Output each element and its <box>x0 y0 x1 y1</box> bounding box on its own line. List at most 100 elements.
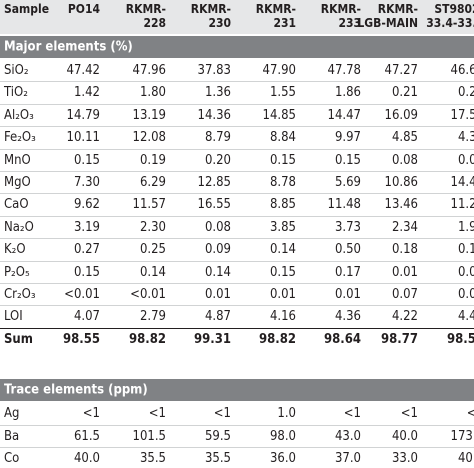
cell-value: 7.30 <box>73 175 100 190</box>
column-header: RKMR- <box>255 2 296 16</box>
cell-value: 14.36 <box>197 107 231 123</box>
cell-value: 4.16 <box>269 309 296 325</box>
row-label: Ag <box>4 406 20 422</box>
cell-value: <0.01 <box>130 287 166 302</box>
cell-value: 3.73 <box>334 219 361 235</box>
cell-value: 47.42 <box>66 63 100 78</box>
cell-value: 0.08 <box>457 152 474 168</box>
row-rule <box>0 148 474 150</box>
cell-value: 1.97 <box>457 219 474 235</box>
section-title: Trace elements (ppm) <box>4 382 148 398</box>
cell-value: 98.82 <box>259 331 296 347</box>
cell-value: 0.01 <box>334 287 361 302</box>
row-label: MnO <box>4 152 31 168</box>
row-label: Ba <box>4 428 20 444</box>
cell-value: 0.01 <box>391 264 418 280</box>
header-bg <box>0 0 474 34</box>
cell-value: 4.07 <box>73 309 100 325</box>
row-label: Al₂O₃ <box>4 107 34 123</box>
row-rule <box>0 238 474 240</box>
cell-value: 43.0 <box>334 428 361 444</box>
cell-value: 16.09 <box>384 107 418 123</box>
cell-value: 98.77 <box>381 331 418 347</box>
cell-value: 0.01 <box>269 287 296 302</box>
cell-value: 4.22 <box>391 309 418 325</box>
cell-value: 9.97 <box>334 130 361 146</box>
cell-value: 47.27 <box>384 63 418 78</box>
cell-value: 47.78 <box>327 63 361 78</box>
cell-value: 99.31 <box>194 331 231 347</box>
row-label: Na₂O <box>4 219 34 235</box>
cell-value: <1 <box>343 406 361 422</box>
cell-value: 14.85 <box>262 107 296 123</box>
row-label: Co <box>4 451 20 466</box>
row-label: Sum <box>4 331 33 347</box>
cell-value: 101.5 <box>132 428 166 444</box>
column-header: 230 <box>208 16 231 30</box>
row-rule <box>0 193 474 195</box>
cell-value: 59.5 <box>204 428 231 444</box>
cell-value: 11.48 <box>327 197 361 213</box>
column-header: Sample <box>4 2 50 16</box>
row-label: P₂O₅ <box>4 264 30 280</box>
column-header: 231 <box>273 16 296 30</box>
cell-value: <0.01 <box>64 287 100 302</box>
cell-value: 173.0 <box>450 428 474 444</box>
cell-value: 0.19 <box>139 152 166 168</box>
row-label: Fe₂O₃ <box>4 130 36 146</box>
cell-value: 35.5 <box>139 451 166 466</box>
cell-value: 40.0 <box>391 428 418 444</box>
cell-value: 36.0 <box>269 451 296 466</box>
cell-value: 35.5 <box>204 451 231 466</box>
cell-value: 10.11 <box>66 130 100 146</box>
cell-value: 14.43 <box>450 175 474 190</box>
cell-value: 17.52 <box>450 107 474 123</box>
cell-value: 0.14 <box>139 264 166 280</box>
cell-value: 1.36 <box>204 85 231 101</box>
cell-value: 16.55 <box>197 197 231 213</box>
column-header: 33.4-33.5 <box>426 16 474 30</box>
cell-value: 2.34 <box>391 219 418 235</box>
cell-value: <1 <box>466 406 474 422</box>
cell-value: 0.07 <box>391 287 418 302</box>
cell-value: 0.01 <box>204 287 231 302</box>
column-header: RKMR- <box>377 2 418 16</box>
cell-value: 0.14 <box>204 264 231 280</box>
cell-value: 12.08 <box>132 130 166 146</box>
cell-value: 0.25 <box>139 242 166 258</box>
cell-value: 4.85 <box>391 130 418 146</box>
cell-value: 0.15 <box>269 152 296 168</box>
cell-value: 10.86 <box>384 175 418 190</box>
cell-value: 0.15 <box>73 152 100 168</box>
cell-value: 0.15 <box>334 152 361 168</box>
cell-value: 98.0 <box>269 428 296 444</box>
cell-value: 4.42 <box>457 309 474 325</box>
cell-value: 0.08 <box>391 152 418 168</box>
cell-value: 1.55 <box>269 85 296 101</box>
cell-value: 13.19 <box>132 107 166 123</box>
cell-value: 47.96 <box>132 63 166 78</box>
cell-value: 37.0 <box>334 451 361 466</box>
cell-value: 13.46 <box>384 197 418 213</box>
row-rule <box>0 215 474 217</box>
row-rule <box>0 283 474 284</box>
column-header: LGB-MAIN <box>357 16 418 30</box>
row-label: TiO₂ <box>4 85 28 101</box>
cell-value: 3.19 <box>73 219 100 235</box>
row-rule <box>0 447 474 448</box>
cell-value: 61.5 <box>73 428 100 444</box>
row-rule <box>0 126 474 128</box>
row-rule <box>0 305 474 307</box>
column-header: PO14 <box>67 2 100 16</box>
column-header: 228 <box>143 16 166 30</box>
cell-value: 8.84 <box>269 130 296 146</box>
column-header: RKMR- <box>320 2 361 16</box>
cell-value: 8.85 <box>269 197 296 213</box>
cell-value: 1.80 <box>139 85 166 101</box>
cell-value: 33.0 <box>391 451 418 466</box>
cell-value: 46.60 <box>450 63 474 78</box>
cell-value: <1 <box>400 406 418 422</box>
cell-value: 47.90 <box>262 63 296 78</box>
cell-value: 4.31 <box>457 130 474 146</box>
